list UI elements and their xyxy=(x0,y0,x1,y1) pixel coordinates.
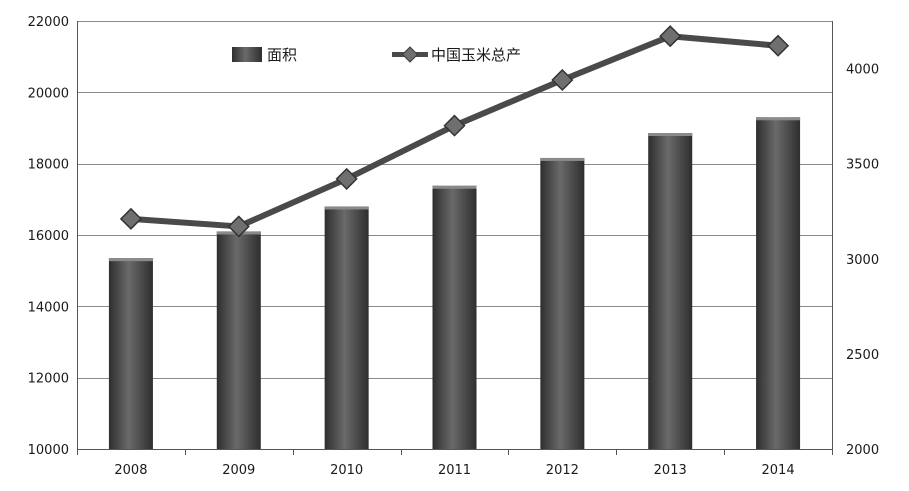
bar-top-2011 xyxy=(432,185,477,189)
right-tick-label-3500: 3500 xyxy=(846,158,879,173)
right-axis-tick-labels: 2000 2500 3000 3500 4000 xyxy=(846,63,879,458)
left-axis-tick-labels: 10000 12000 14000 16000 18000 20000 22000 xyxy=(28,15,69,458)
bar-2010 xyxy=(324,206,369,449)
bar-top-2008 xyxy=(108,258,153,262)
right-tick-label-2000: 2000 xyxy=(846,443,879,458)
legend-swatch-production-marker xyxy=(401,46,419,63)
line-series-corn-production xyxy=(119,25,790,238)
left-tick-label-16000: 16000 xyxy=(28,229,69,244)
bar-2012 xyxy=(540,157,585,449)
production-marker-2013 xyxy=(659,25,682,48)
legend-label-production: 中国玉米总产 xyxy=(431,46,521,64)
left-tick-label-22000: 22000 xyxy=(28,15,69,30)
legend-label-area: 面积 xyxy=(267,46,297,64)
bar-2014 xyxy=(756,117,801,450)
x-tick-label-2012: 2012 xyxy=(546,463,579,478)
legend: 面积 中国玉米总产 xyxy=(232,46,521,64)
x-tick-label-2010: 2010 xyxy=(330,463,363,478)
bar-2008 xyxy=(108,258,153,449)
production-marker-2011 xyxy=(443,114,466,137)
bar-2011 xyxy=(432,185,477,449)
legend-swatch-area xyxy=(232,47,262,62)
production-marker-2014 xyxy=(767,34,790,57)
left-tick-label-10000: 10000 xyxy=(28,443,69,458)
production-marker-2010 xyxy=(335,167,358,190)
left-tick-label-14000: 14000 xyxy=(28,300,69,315)
bar-top-2012 xyxy=(540,157,585,161)
production-marker-2012 xyxy=(551,68,574,92)
x-tick-label-2009: 2009 xyxy=(222,463,255,478)
x-tick-label-2013: 2013 xyxy=(654,463,687,478)
bar-top-2014 xyxy=(756,117,801,121)
right-tick-label-4000: 4000 xyxy=(846,63,879,78)
x-tick-label-2014: 2014 xyxy=(762,463,795,478)
right-tick-label-2500: 2500 xyxy=(846,348,879,363)
production-marker-2008 xyxy=(119,207,142,230)
x-tick-label-2011: 2011 xyxy=(438,463,471,478)
x-axis-tick-labels: 2008 2009 2010 2011 2012 2013 2014 xyxy=(114,463,794,478)
bar-2013 xyxy=(648,132,693,449)
production-marker-2009 xyxy=(227,215,250,238)
bar-series-area xyxy=(108,117,801,450)
left-tick-label-18000: 18000 xyxy=(28,158,69,173)
right-tick-label-3000: 3000 xyxy=(846,253,879,268)
left-tick-label-20000: 20000 xyxy=(28,86,69,101)
bar-2009 xyxy=(216,231,261,449)
bar-top-2010 xyxy=(324,206,369,210)
x-tick-label-2008: 2008 xyxy=(114,463,147,478)
bar-top-2013 xyxy=(648,132,693,136)
axes xyxy=(77,21,833,455)
left-tick-label-12000: 12000 xyxy=(28,372,69,387)
